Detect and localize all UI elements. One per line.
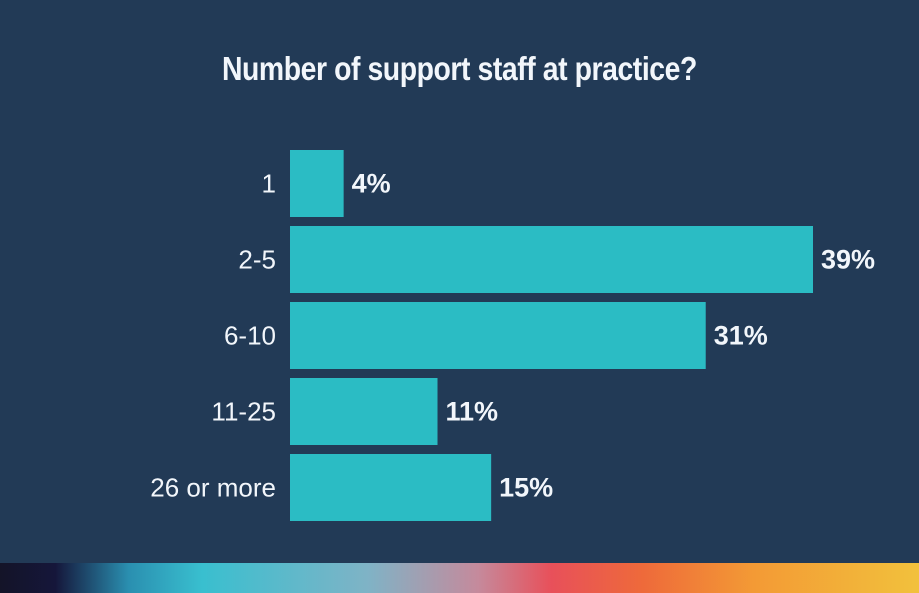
chart-title: Number of support staff at practice?	[221, 50, 697, 87]
bar-1	[290, 150, 344, 217]
bar-chart: 1 4% 2-5 39% 6-10 31% 11-25 11% 26 or more 15%	[150, 150, 875, 521]
value-label: 4%	[352, 169, 391, 199]
category-label: 11-25	[211, 397, 276, 427]
category-label: 26 or more	[150, 473, 276, 503]
value-label: 39%	[821, 245, 875, 275]
decorative-gradient-strip	[0, 563, 919, 593]
value-label: 15%	[499, 473, 553, 503]
category-label: 6-10	[224, 321, 276, 351]
value-label: 31%	[714, 321, 768, 351]
bar-6-10	[290, 302, 706, 369]
category-label: 1	[262, 169, 276, 199]
bars-layer: 1 4% 2-5 39% 6-10 31% 11-25 11% 26 or more 15%	[150, 150, 875, 521]
value-label: 11%	[446, 397, 499, 427]
category-label: 2-5	[238, 245, 276, 275]
bar-26-or-more	[290, 454, 492, 521]
bar-11-25	[290, 378, 438, 445]
bar-2-5	[290, 226, 813, 293]
